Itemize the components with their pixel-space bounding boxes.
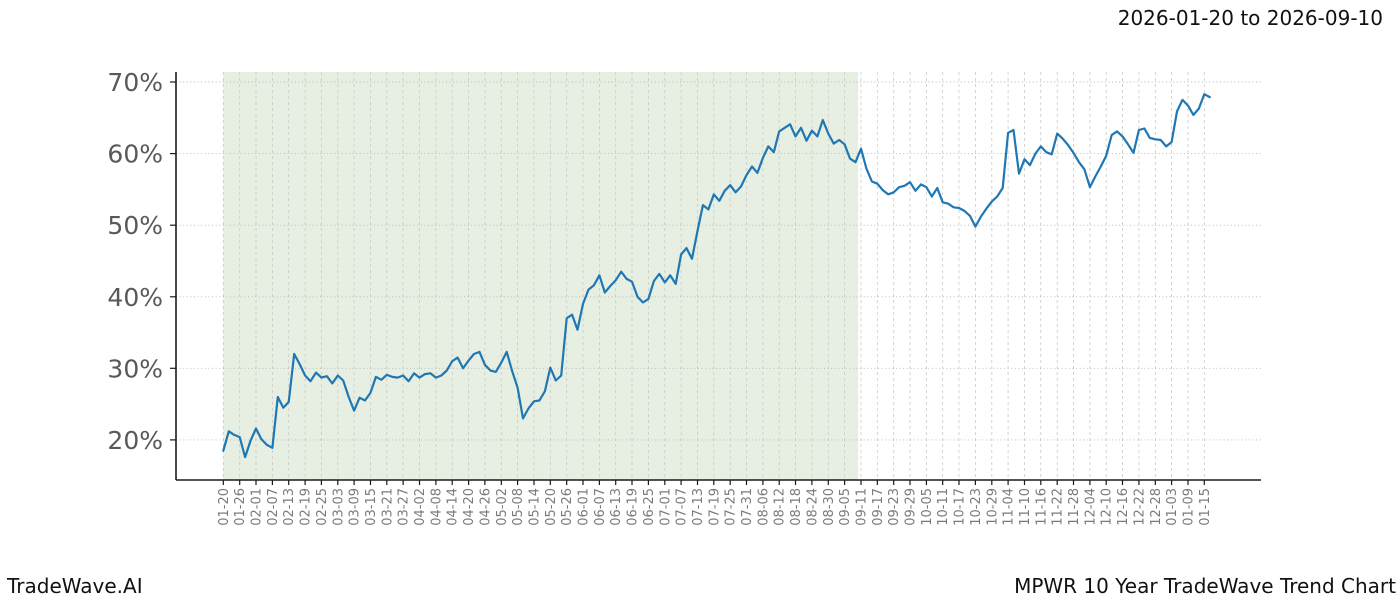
x-tick-label: 10-23 (969, 488, 984, 526)
chart-caption: MPWR 10 Year TradeWave Trend Chart (1014, 574, 1396, 598)
y-tick-label: 60% (107, 140, 163, 169)
x-tick-label: 09-11 (855, 488, 870, 526)
brand-text: TradeWave.AI (7, 574, 143, 598)
x-tick-label: 07-19 (707, 488, 722, 526)
x-tick-label: 12-22 (1132, 488, 1147, 526)
x-tick-label: 08-24 (805, 488, 820, 526)
x-tick-label: 02-25 (315, 488, 330, 526)
x-tick-label: 01-15 (1198, 488, 1213, 526)
x-tick-label: 09-17 (871, 488, 886, 526)
x-tick-label: 05-14 (528, 488, 543, 526)
x-tick-label: 07-13 (691, 488, 706, 526)
horizontal-gridlines (176, 81, 1261, 441)
x-tick-label: 04-08 (429, 488, 444, 526)
y-tick-label: 20% (107, 426, 163, 455)
x-tick-label: 12-04 (1083, 488, 1098, 526)
x-tick-label: 05-26 (560, 488, 575, 526)
x-tick-labels: 01-20 01-26 02-01 02-07 02-13 02-19 02-25 03-03… (217, 488, 1213, 526)
x-tick-label: 08-06 (756, 488, 771, 526)
x-tick-label: 02-13 (282, 488, 297, 526)
x-tick-label: 01-03 (1165, 488, 1180, 526)
x-tick-marks (222, 480, 1205, 485)
x-tick-label: 09-23 (887, 488, 902, 526)
x-tick-label: 11-04 (1002, 488, 1017, 526)
x-tick-label: 01-20 (217, 488, 232, 526)
vertical-gridlines (222, 72, 1205, 480)
x-tick-label: 03-09 (348, 488, 363, 526)
x-tick-label: 12-10 (1100, 488, 1115, 526)
x-tick-label: 03-27 (397, 488, 412, 526)
x-tick-label: 06-25 (642, 488, 657, 526)
x-tick-label: 07-31 (740, 488, 755, 526)
x-tick-label: 02-07 (266, 488, 281, 526)
x-tick-label: 07-07 (675, 488, 690, 526)
x-tick-label: 09-05 (838, 488, 853, 526)
x-tick-label: 06-01 (577, 488, 592, 526)
chart-date-range-title: 2026-01-20 to 2026-09-10 (1117, 6, 1383, 30)
y-tick-label: 30% (107, 354, 163, 383)
x-tick-label: 04-14 (446, 488, 461, 526)
x-tick-label: 08-30 (822, 488, 837, 526)
x-tick-label: 11-16 (1034, 488, 1049, 526)
y-tick-label: 40% (107, 283, 163, 312)
x-tick-label: 11-28 (1067, 488, 1082, 526)
x-tick-label: 09-29 (904, 488, 919, 526)
highlight-window-shade (223, 72, 859, 480)
x-tick-label: 07-25 (724, 488, 739, 526)
x-tick-label: 04-20 (462, 488, 477, 526)
x-tick-label: 02-19 (299, 488, 314, 526)
x-tick-label: 12-16 (1116, 488, 1131, 526)
x-tick-label: 10-29 (985, 488, 1000, 526)
x-tick-label: 10-17 (953, 488, 968, 526)
x-tick-label: 02-01 (250, 488, 265, 526)
y-tick-labels: 20% 30% 40% 50% 60% 70% (107, 68, 163, 455)
x-tick-label: 06-07 (593, 488, 608, 526)
x-tick-label: 01-09 (1182, 488, 1197, 526)
x-tick-label: 05-02 (495, 488, 510, 526)
x-tick-label: 06-13 (609, 488, 624, 526)
x-tick-label: 03-03 (331, 488, 346, 526)
x-tick-label: 05-20 (544, 488, 559, 526)
x-tick-label: 10-05 (920, 488, 935, 526)
x-tick-label: 03-15 (364, 488, 379, 526)
x-tick-label: 04-26 (478, 488, 493, 526)
x-tick-label: 10-11 (936, 488, 951, 526)
x-tick-label: 11-22 (1051, 488, 1066, 526)
x-tick-label: 08-18 (789, 488, 804, 526)
x-tick-label: 05-08 (511, 488, 526, 526)
x-tick-label: 01-26 (233, 488, 248, 526)
x-tick-label: 08-12 (773, 488, 788, 526)
y-tick-label: 70% (107, 68, 163, 97)
x-tick-label: 06-19 (626, 488, 641, 526)
x-tick-label: 07-01 (658, 488, 673, 526)
y-tick-label: 50% (107, 211, 163, 240)
x-tick-label: 04-02 (413, 488, 428, 526)
x-tick-label: 12-28 (1149, 488, 1164, 526)
x-tick-label: 03-21 (380, 488, 395, 526)
x-tick-label: 11-10 (1018, 488, 1033, 526)
trend-line (222, 93, 1211, 459)
y-tick-marks (170, 81, 176, 441)
